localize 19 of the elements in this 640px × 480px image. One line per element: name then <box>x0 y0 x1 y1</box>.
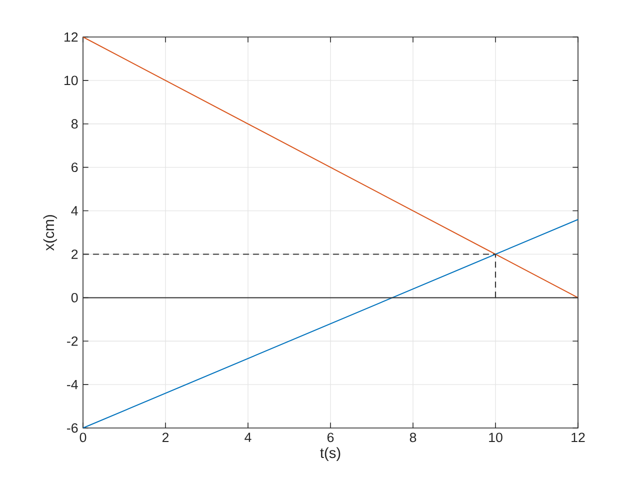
y-tick-label: -4 <box>67 380 78 390</box>
x-tick-label: 0 <box>80 432 86 442</box>
y-tick-label: 4 <box>71 206 78 216</box>
y-axis-title: x(cm) <box>43 215 57 251</box>
y-tick-label: 10 <box>64 76 78 86</box>
x-axis-title: t(s) <box>320 447 340 461</box>
y-tick-label: 2 <box>72 250 78 259</box>
x-tick-label: 2 <box>162 432 169 442</box>
x-tick-label: 4 <box>244 432 252 442</box>
x-tick-label: 8 <box>410 432 416 442</box>
x-tick-label: 6 <box>327 432 334 442</box>
y-tick-label: -2 <box>67 336 78 346</box>
y-tick-label: 8 <box>71 119 78 129</box>
y-tick-label: 0 <box>71 292 78 302</box>
x-tick-label: 10 <box>489 432 502 442</box>
y-tick-label: -6 <box>67 423 78 433</box>
x-tick-label: 12 <box>572 432 585 442</box>
y-tick-label: 6 <box>72 162 78 172</box>
y-tick-label: 12 <box>64 32 78 42</box>
